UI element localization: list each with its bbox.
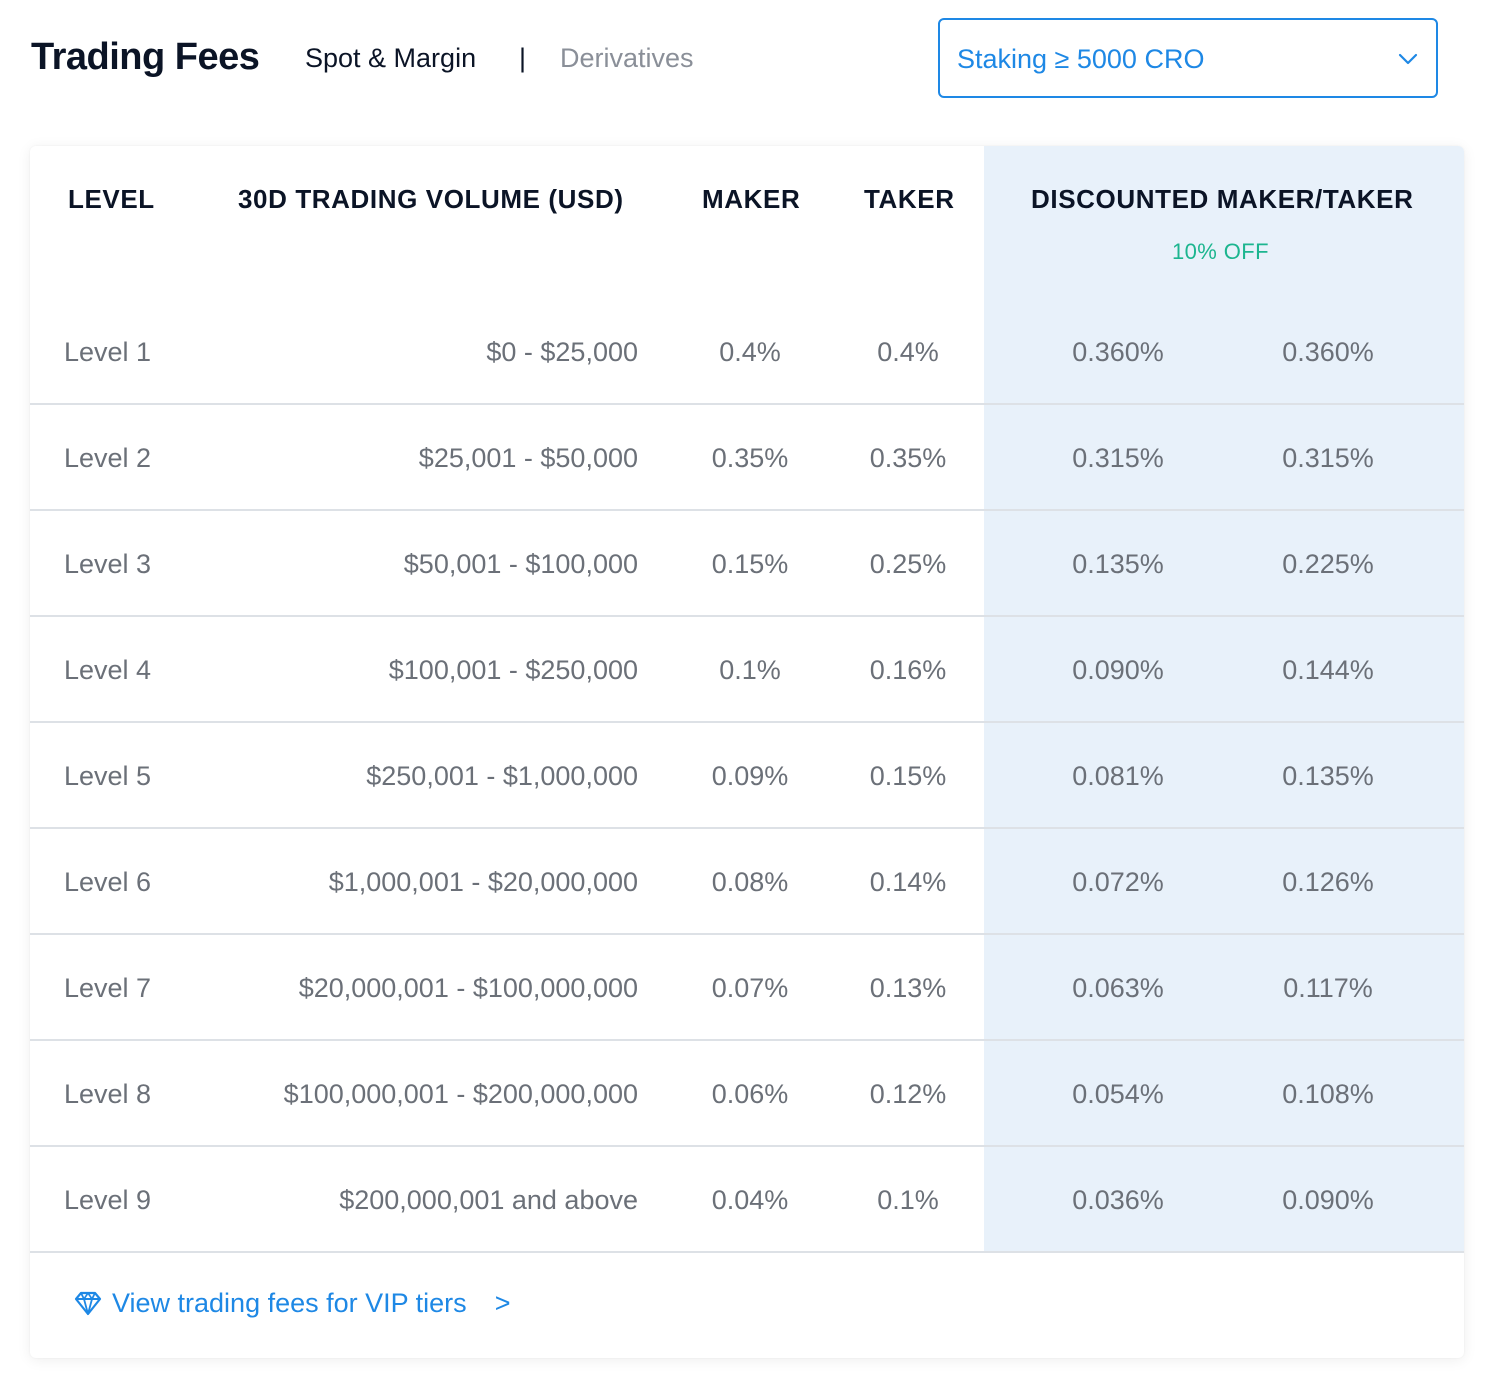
cell-volume: $1,000,001 - $20,000,000 [328, 867, 638, 897]
tab-separator: | [519, 43, 527, 73]
chevron-down-icon [1398, 53, 1418, 65]
cell-discounted-maker: 0.315% [1072, 443, 1164, 473]
cell-volume: $25,001 - $50,000 [418, 443, 638, 473]
cell-discounted-taker: 0.108% [1282, 1079, 1374, 1109]
cell-level: Level 2 [64, 443, 152, 473]
cell-discounted-taker: 0.225% [1282, 549, 1374, 579]
cell-taker: 0.25% [869, 549, 947, 579]
cell-maker: 0.15% [711, 549, 789, 579]
vip-tiers-link[interactable]: View trading fees for VIP tiers > [74, 1283, 510, 1323]
cell-discounted-maker: 0.081% [1072, 761, 1164, 791]
cell-volume: $20,000,001 - $100,000,000 [298, 973, 638, 1003]
cell-volume: $100,000,001 - $200,000,000 [283, 1079, 638, 1109]
tab-derivatives[interactable]: Derivatives [560, 43, 694, 73]
cell-level: Level 6 [64, 867, 152, 897]
cell-maker: 0.1% [719, 655, 781, 685]
table-row: Level 6 $1,000,001 - $20,000,000 0.08% 0… [30, 829, 1464, 935]
cell-discounted-maker: 0.063% [1072, 973, 1164, 1003]
fees-table-card: LEVEL 30D TRADING VOLUME (USD) MAKER TAK… [30, 146, 1464, 1358]
discount-badge: 10% OFF [1172, 239, 1269, 264]
cell-discounted-maker: 0.054% [1072, 1079, 1164, 1109]
cell-discounted-maker: 0.360% [1072, 337, 1164, 367]
cell-level: Level 7 [64, 973, 152, 1003]
cell-taker: 0.4% [877, 337, 939, 367]
table-row: Level 4 $100,001 - $250,000 0.1% 0.16% 0… [30, 617, 1464, 723]
page-header: Trading Fees Spot & Margin | Derivatives… [0, 0, 1512, 120]
cell-maker: 0.35% [711, 443, 789, 473]
cell-discounted-maker: 0.036% [1072, 1185, 1164, 1215]
cell-volume: $50,001 - $100,000 [403, 549, 638, 579]
cell-level: Level 8 [64, 1079, 152, 1109]
cell-taker: 0.12% [869, 1079, 947, 1109]
cell-discounted-taker: 0.144% [1282, 655, 1374, 685]
cell-discounted-taker: 0.135% [1282, 761, 1374, 791]
cell-volume: $0 - $25,000 [486, 337, 638, 367]
column-header-level: LEVEL [68, 184, 155, 214]
column-header-maker: MAKER [702, 184, 801, 214]
cell-level: Level 1 [64, 337, 152, 367]
table-row: Level 8 $100,000,001 - $200,000,000 0.06… [30, 1041, 1464, 1147]
cell-taker: 0.13% [869, 973, 947, 1003]
staking-select[interactable]: Staking ≥ 5000 CRO [938, 18, 1438, 98]
cell-maker: 0.07% [711, 973, 789, 1003]
cell-discounted-taker: 0.117% [1283, 973, 1373, 1003]
cell-level: Level 5 [64, 761, 152, 791]
cell-discounted-taker: 0.126% [1282, 867, 1374, 897]
cell-level: Level 9 [64, 1185, 152, 1215]
column-header-taker: TAKER [864, 184, 955, 214]
tab-spot-margin[interactable]: Spot & Margin [305, 43, 477, 73]
cell-volume: $250,001 - $1,000,000 [366, 761, 638, 791]
page-title: Trading Fees [31, 36, 260, 78]
cell-volume: $100,001 - $250,000 [388, 655, 638, 685]
cell-discounted-taker: 0.360% [1282, 337, 1374, 367]
table-row: Level 5 $250,001 - $1,000,000 0.09% 0.15… [30, 723, 1464, 829]
cell-level: Level 3 [64, 549, 152, 579]
cell-taker: 0.15% [869, 761, 947, 791]
table-row: Level 3 $50,001 - $100,000 0.15% 0.25% 0… [30, 511, 1464, 617]
chevron-right-icon: > [494, 1287, 511, 1318]
vip-tiers-link-label: View trading fees for VIP tiers [112, 1287, 467, 1318]
column-header-discounted: DISCOUNTED MAKER/TAKER [1031, 184, 1414, 214]
cell-taker: 0.14% [869, 867, 947, 897]
table-row: Level 9 $200,000,001 and above 0.04% 0.1… [30, 1147, 1464, 1253]
cell-maker: 0.04% [711, 1185, 789, 1215]
cell-level: Level 4 [64, 655, 152, 685]
cell-maker: 0.09% [711, 761, 789, 791]
cell-discounted-maker: 0.090% [1072, 655, 1164, 685]
table-row: Level 2 $25,001 - $50,000 0.35% 0.35% 0.… [30, 405, 1464, 511]
cell-volume: $200,000,001 and above [339, 1185, 638, 1215]
cell-taker: 0.35% [869, 443, 947, 473]
cell-discounted-taker: 0.315% [1282, 443, 1374, 473]
cell-taker: 0.16% [869, 655, 947, 685]
cell-discounted-maker: 0.135% [1072, 549, 1164, 579]
cell-discounted-taker: 0.090% [1282, 1185, 1374, 1215]
cell-discounted-maker: 0.072% [1072, 867, 1164, 897]
staking-select-value: Staking ≥ 5000 CRO [957, 44, 1205, 74]
table-row: Level 1 $0 - $25,000 0.4% 0.4% 0.360% 0.… [30, 299, 1464, 405]
discounted-column-background [984, 146, 1464, 1252]
cell-taker: 0.1% [877, 1185, 939, 1215]
cell-maker: 0.06% [711, 1079, 789, 1109]
column-header-volume: 30D TRADING VOLUME (USD) [238, 184, 624, 214]
table-row: Level 7 $20,000,001 - $100,000,000 0.07%… [30, 935, 1464, 1041]
cell-maker: 0.4% [719, 337, 781, 367]
fees-table-body: Level 1 $0 - $25,000 0.4% 0.4% 0.360% 0.… [30, 299, 1464, 1253]
diamond-icon [74, 1291, 102, 1316]
cell-maker: 0.08% [711, 867, 789, 897]
